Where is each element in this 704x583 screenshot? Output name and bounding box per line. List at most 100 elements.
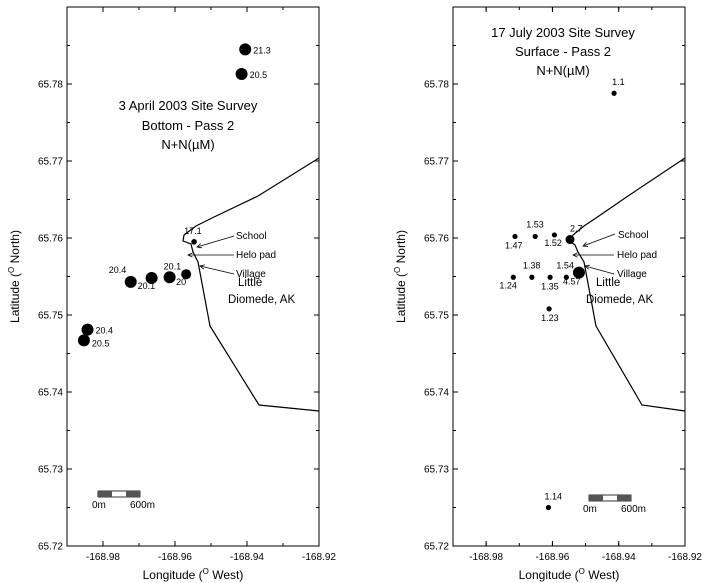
annotation-village-arrow	[584, 265, 615, 275]
y-tick-label: 65.76	[424, 234, 449, 245]
data-point-label: 1.53	[526, 219, 544, 229]
x-tick-label: -168.96	[158, 552, 192, 563]
x-tick-label: -168.92	[668, 552, 702, 563]
scale-bar: 0m 600m	[92, 490, 155, 511]
annotation-village: Village	[617, 269, 647, 280]
data-point-label: 1.47	[505, 240, 523, 250]
data-point	[191, 239, 197, 245]
data-point	[239, 43, 252, 56]
plot-frame	[66, 6, 320, 547]
island-coastline	[182, 157, 320, 412]
annotation-school: School	[618, 230, 649, 241]
chart-title-line-1: 17 July 2003 Site Survey	[491, 25, 635, 40]
data-point-label: 20.5	[92, 338, 110, 348]
chart-title-line-2: Surface - Pass 2	[515, 44, 611, 59]
annotation-helo-pad-arrowhead	[572, 252, 578, 258]
data-point	[510, 274, 516, 280]
x-axis-label-degree: O	[203, 567, 209, 576]
x-tick-label: -168.96	[535, 552, 569, 563]
y-tick-label: 65.77	[38, 157, 63, 168]
x-axis-label: Longitude (O West)	[143, 567, 244, 582]
x-axis-label-prefix: Longitude (	[519, 568, 579, 582]
annotation-village-arrow	[199, 265, 235, 275]
data-point	[546, 306, 552, 312]
data-point	[529, 274, 535, 280]
data-point-label: 1.23	[541, 313, 559, 323]
annotation-helo-pad-arrowhead	[187, 252, 193, 258]
annotation-village-arrowhead	[584, 264, 590, 270]
annotation-helo-pad: Helo pad	[236, 250, 276, 261]
data-point-label: 1.35	[541, 281, 559, 291]
y-axis-label-degree: O	[393, 267, 402, 273]
data-point	[572, 266, 585, 279]
y-tick-label: 65.74	[424, 388, 449, 399]
data-point	[547, 274, 553, 280]
x-axis-label-suffix: West)	[585, 568, 619, 582]
data-point	[563, 274, 569, 280]
x-tick-label: -168.98	[86, 552, 120, 563]
chart-panel-1: 65.72 65.73 65.74 65.75 65.76 65.77 65.78 -168.…	[7, 6, 336, 582]
data-point-label: 1.24	[499, 280, 517, 290]
scale-bar-segment	[589, 495, 603, 501]
x-axis-label-degree: O	[579, 567, 585, 576]
island-coastline	[570, 157, 686, 412]
annotation-school-arrowhead	[582, 242, 589, 247]
y-axis-label: Latitude (O North)	[393, 230, 408, 323]
data-point-label: 1.14	[544, 492, 562, 502]
data-point	[565, 235, 575, 245]
x-tick-label: -168.94	[602, 552, 636, 563]
y-tick-label: 65.73	[38, 465, 63, 476]
data-point-label: 17.1	[184, 226, 202, 236]
data-point-label: 1.52	[544, 238, 562, 248]
y-tick-label: 65.75	[38, 311, 63, 322]
data-point	[77, 334, 90, 347]
data-point-label: 20.4	[96, 326, 114, 336]
x-axis-label-suffix: West)	[209, 568, 243, 582]
scale-bar-segment	[617, 495, 631, 501]
data-point	[124, 275, 137, 288]
place-name-line-1: Little	[238, 277, 262, 289]
scale-bar-end-label: 600m	[621, 504, 646, 515]
y-tick-label: 65.77	[424, 157, 449, 168]
data-point-label: 20.4	[109, 265, 127, 275]
data-point	[145, 272, 158, 285]
y-axis-label: Latitude (O North)	[7, 230, 22, 323]
annotation-helo-pad: Helo pad	[617, 250, 657, 261]
annotation-school-arrowhead	[196, 243, 202, 249]
annotation-school-arrow	[196, 235, 235, 248]
place-name-line-2: Diomede, AK	[228, 294, 295, 306]
y-tick-label: 65.74	[38, 388, 63, 399]
data-point-label: 4.57	[563, 277, 581, 287]
data-point-label: 1.38	[523, 260, 541, 270]
y-axis-label-prefix: Latitude (	[394, 273, 408, 323]
y-tick-label: 65.76	[38, 234, 63, 245]
scale-bar-end-label: 600m	[130, 500, 155, 511]
data-point	[163, 271, 176, 284]
data-point	[532, 233, 538, 240]
data-point-label: 2.7	[570, 224, 583, 234]
place-name-line-2: Diomede, AK	[586, 294, 653, 306]
scale-bar-segment	[126, 491, 140, 497]
annotation-village: Village	[236, 269, 266, 280]
y-tick-label: 65.78	[424, 80, 449, 91]
data-point-label: 20.1	[164, 261, 182, 271]
scale-bar-start-label: 0m	[92, 500, 106, 511]
annotation-school-arrow	[582, 233, 616, 247]
chart-panel-2: 65.72 65.73 65.74 65.75 65.76 65.77 65.78 -168.…	[393, 6, 702, 582]
scale-bar-start-label: 0m	[583, 504, 597, 515]
x-tick-label: -168.92	[302, 552, 336, 563]
data-point	[512, 233, 518, 240]
y-tick-label: 65.73	[424, 465, 449, 476]
place-name-line-1: Little	[596, 277, 620, 289]
scale-bar-segment	[98, 491, 112, 497]
y-tick-label: 65.72	[424, 542, 449, 553]
scale-bar: 0m 600m	[583, 494, 646, 515]
data-point	[235, 67, 248, 80]
y-axis-label-suffix: North)	[394, 230, 408, 267]
y-axis-label-degree: O	[7, 267, 16, 273]
x-tick-label: -168.94	[230, 552, 264, 563]
data-point-label: 20.5	[250, 70, 268, 80]
y-axis-label-suffix: North)	[8, 230, 22, 267]
data-point-label: 20.1	[138, 281, 156, 291]
chart-title-line-2: Bottom - Pass 2	[142, 118, 234, 133]
